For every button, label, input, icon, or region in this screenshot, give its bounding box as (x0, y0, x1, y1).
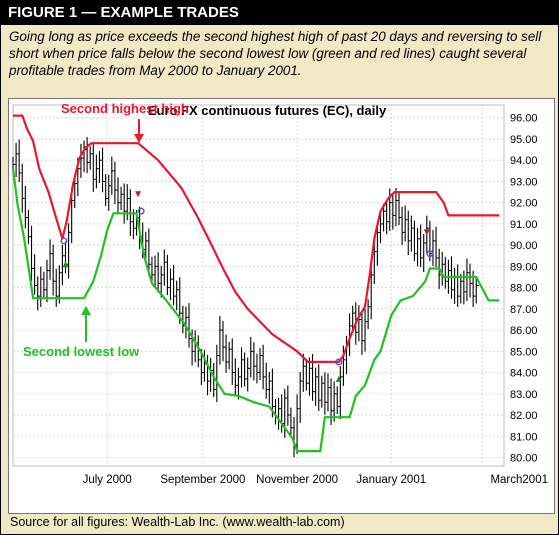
x-axis: July 2000 September 2000 November 2000 Janu… (83, 474, 548, 486)
y-tick-label: 84.00 (510, 368, 538, 380)
y-tick-label: 91.00 (510, 219, 538, 231)
y-tick-label: 86.00 (510, 325, 538, 337)
source-note: Source for all figures: Wealth-Lab Inc. … (10, 515, 345, 529)
x-tick-label: January 2001 (356, 474, 426, 486)
y-tick-label: 85.00 (510, 346, 538, 358)
figure-caption: Going long as price exceeds the second h… (9, 29, 542, 78)
signal-marker (60, 237, 68, 245)
y-tick-label: 95.00 (510, 134, 538, 146)
annotation-upper-arrowhead (134, 134, 144, 143)
channel-lines (11, 114, 500, 453)
plot-border (12, 104, 505, 467)
buy-arrow (62, 261, 69, 268)
y-tick-label: 80.00 (510, 453, 538, 465)
annotation-lower-arrowhead (81, 306, 91, 315)
chart-grid (12, 104, 505, 467)
x-tick-label: September 2000 (160, 474, 245, 486)
y-tick-label: 89.00 (510, 261, 538, 273)
annotation-upper: Second highest high (61, 101, 189, 116)
y-tick-label: 94.00 (510, 155, 538, 167)
figure-title: FIGURE 1 — EXAMPLE TRADES (1, 1, 558, 25)
signal-marker (426, 250, 434, 258)
x-tick-label: July 2000 (83, 474, 132, 486)
signal-marker (335, 358, 343, 366)
y-tick-label: 92.00 (510, 198, 538, 210)
y-tick-label: 87.00 (510, 304, 538, 316)
sell-arrow (135, 191, 142, 198)
annotation-lower: Second lowest low (23, 344, 140, 359)
y-axis: 80.00 81.00 82.00 83.00 84.00 85.00 86.00 87.00… (510, 113, 538, 465)
y-tick-label: 93.00 (510, 176, 538, 188)
y-tick-label: 83.00 (510, 389, 538, 401)
series-line (13, 114, 500, 363)
chart-panel: 80.00 81.00 82.00 83.00 84.00 85.00 86.00 87.00… (8, 98, 555, 514)
series-line (11, 168, 500, 453)
y-tick-label: 82.00 (510, 410, 538, 422)
price-chart: 80.00 81.00 82.00 83.00 84.00 85.00 86.00 87.00… (11, 101, 548, 486)
sell-arrow (423, 229, 430, 236)
y-tick-label: 81.00 (510, 431, 538, 443)
y-tick-label: 88.00 (510, 283, 538, 295)
signal-marker (137, 207, 145, 215)
buy-arrow (335, 375, 342, 382)
signal-markers (60, 191, 434, 382)
x-tick-label: March2001 (490, 474, 548, 486)
x-tick-label: November 2000 (256, 474, 338, 486)
y-tick-label: 90.00 (510, 240, 538, 252)
chart-title: Euro FX continuous futures (EC), daily (148, 103, 387, 118)
y-tick-label: 96.00 (510, 113, 538, 125)
chart-labels: Euro FX continuous futures (EC), dailySe… (23, 101, 387, 359)
